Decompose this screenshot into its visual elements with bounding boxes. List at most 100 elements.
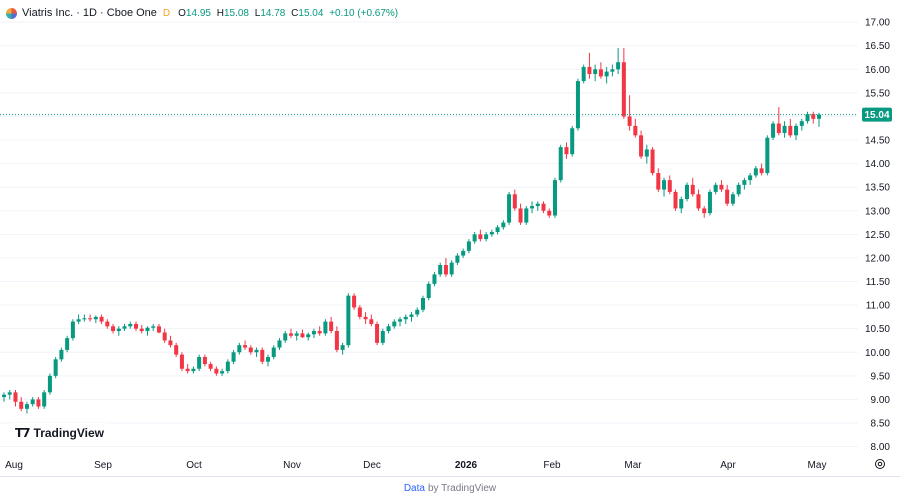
candle-body [116, 328, 121, 332]
candle-body [771, 123, 776, 138]
y-tick-label: 10.00 [865, 348, 890, 359]
y-tick-label: 14.00 [865, 159, 890, 170]
candle-body [225, 361, 230, 372]
candle-body [656, 173, 661, 190]
candle-body [415, 309, 420, 315]
candle-body [535, 203, 540, 207]
y-tick-label: 10.50 [865, 324, 890, 335]
candle-body [748, 175, 753, 181]
candle-body [7, 392, 12, 395]
candle-body [311, 331, 316, 335]
candle-body [357, 307, 362, 317]
candle-body [598, 69, 603, 77]
candle-body [667, 180, 672, 192]
y-tick-label: 8.00 [871, 442, 891, 453]
candle-body [30, 399, 35, 405]
candle-body [317, 331, 322, 334]
candle-body [495, 227, 500, 232]
candle-body [639, 135, 644, 157]
high-label: H [216, 7, 224, 19]
candle-body [340, 345, 345, 350]
x-tick-label: 2026 [455, 460, 478, 471]
x-tick-label: Apr [720, 460, 736, 471]
viatris-logo-icon [6, 7, 17, 19]
candle-body [679, 198, 684, 209]
close-value: 15.04 [298, 7, 324, 19]
candle-body [369, 319, 374, 324]
y-tick-label: 11.00 [866, 301, 891, 312]
candle-body [139, 328, 144, 332]
tradingview-logo-text: TradingView [33, 426, 105, 440]
candle-body [816, 114, 822, 119]
candle-body [237, 345, 242, 353]
candle-body [47, 375, 52, 393]
candle-body [329, 321, 334, 332]
candle-body [179, 354, 184, 369]
data-link[interactable]: Data [403, 482, 425, 494]
candle-body [489, 232, 494, 235]
symbol-title[interactable]: Viatris Inc. · 1D · Cboe One [22, 7, 157, 19]
x-tick-label: Mar [624, 460, 642, 471]
candle-body [24, 404, 29, 409]
candle-body [156, 326, 161, 333]
candle-body [736, 184, 741, 195]
candle-body [449, 262, 454, 275]
candle-body [306, 334, 311, 338]
candle-body [593, 69, 598, 75]
candle-body [616, 62, 621, 70]
candle-body [162, 332, 167, 341]
change-value: +0.10 (+0.67%) [329, 7, 399, 19]
candle-body [518, 208, 523, 223]
candle-body [782, 125, 787, 133]
candle-body [254, 349, 259, 353]
gear-icon[interactable] [874, 458, 886, 470]
symbol-header: Viatris Inc. · 1D · Cboe One D O14.95 H1… [6, 6, 401, 20]
candle-body [530, 206, 535, 209]
x-tick-label: Dec [363, 460, 381, 471]
candle-body [759, 168, 764, 174]
candle-body [386, 326, 391, 332]
low-value: 14.78 [260, 7, 286, 19]
candle-body [478, 234, 483, 240]
candle-body [564, 147, 569, 155]
x-tick-label: Sep [94, 460, 112, 471]
candle-body [42, 392, 47, 407]
candle-body [1, 394, 7, 398]
candle-body [145, 327, 150, 332]
candle-body [111, 326, 116, 332]
candle-body [512, 194, 517, 209]
candle-body [323, 321, 328, 334]
candle-body [432, 274, 437, 284]
candle-body [426, 283, 431, 299]
candle-body [472, 234, 477, 242]
y-tick-label: 9.00 [871, 395, 891, 406]
last-price-label: 15.04 [864, 110, 889, 121]
interval-status-dot: D [162, 7, 171, 19]
candle-body [409, 314, 414, 317]
candle-body [627, 116, 632, 126]
candle-body [524, 208, 529, 223]
candle-body [65, 338, 70, 350]
tradingview-logo[interactable]: 𝗧𝟳 TradingView [9, 423, 111, 443]
candle-body [484, 234, 489, 240]
y-tick-label: 15.50 [865, 88, 890, 99]
low-label: L [254, 7, 261, 19]
candle-body [696, 194, 701, 209]
candle-body [352, 295, 357, 308]
candle-body [300, 333, 305, 338]
candle-body [82, 318, 87, 320]
attribution-text: by TradingView [427, 482, 497, 494]
y-tick-label: 13.50 [865, 183, 890, 194]
candle-body [725, 189, 730, 204]
candle-body [168, 340, 173, 346]
candle-body [243, 345, 248, 348]
candle-body [570, 128, 575, 155]
candle-body [507, 194, 512, 223]
candle-body [690, 184, 695, 195]
candle-body [53, 359, 58, 376]
candle-body [753, 168, 758, 176]
candle-body [36, 399, 41, 407]
open-value: 14.95 [185, 7, 211, 19]
